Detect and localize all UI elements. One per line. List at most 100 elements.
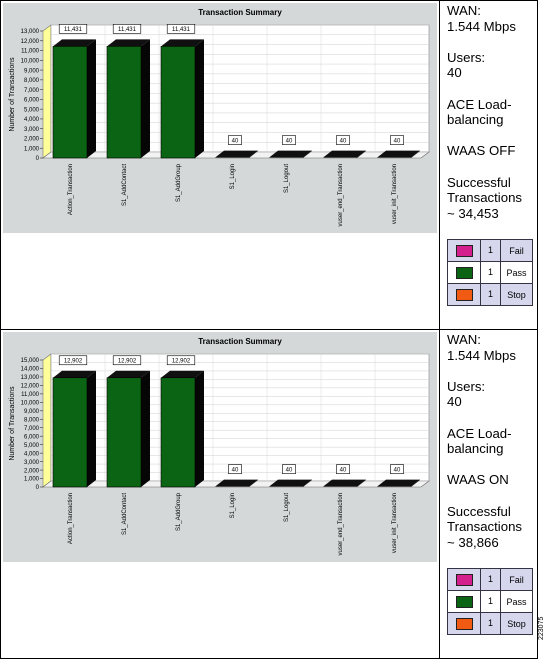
data-label: 40: [286, 467, 293, 473]
bar-top: [215, 150, 258, 158]
bar-side: [87, 370, 96, 487]
transaction-summary-chart-svg: Transaction Summary Number of Transaction…: [3, 332, 437, 562]
bar-side: [411, 150, 420, 158]
bar: [52, 46, 88, 159]
y-tick-label: 3,000: [24, 127, 40, 133]
fail-count: 1: [481, 569, 501, 590]
y-tick-label: 2,000: [24, 137, 40, 143]
y-tick-label: 6,000: [24, 434, 40, 440]
bar-top: [107, 370, 150, 378]
y-tick-label: 0: [36, 156, 40, 162]
chart-title: Transaction Summary: [198, 337, 282, 346]
bar-top: [107, 39, 150, 47]
y-tick-label: 13,000: [21, 29, 40, 35]
bar: [106, 46, 142, 159]
y-tick-label: 13,000: [21, 375, 40, 381]
category-label: vuser_end_Transaction: [338, 164, 344, 226]
transaction-chart: Transaction Summary Number of Transaction…: [3, 3, 437, 233]
waas-status: WAAS OFF: [447, 143, 516, 159]
bar-top: [215, 479, 258, 487]
category-label: S1_AddContact: [122, 164, 128, 206]
category-label: S1_Login: [230, 164, 236, 189]
transaction-summary-chart-svg: Transaction Summary Number of Transaction…: [3, 3, 437, 233]
data-label: 40: [232, 138, 239, 144]
successful-label-line2: Transactions: [447, 519, 523, 535]
data-label-box: [282, 464, 296, 474]
fail-label: Fail: [509, 574, 524, 585]
y-tick-label: 8,000: [24, 78, 40, 84]
category-label: vuser_init_Transaction: [392, 164, 398, 224]
bar-side: [87, 39, 96, 158]
pass-count: 1: [481, 591, 501, 612]
ace-text-line1: ACE Load-: [447, 96, 512, 112]
y-tick-label: 12,000: [21, 384, 40, 390]
figure-id-text: 223075: [538, 616, 545, 640]
data-label-box: [112, 355, 142, 366]
stop-count: 1: [481, 613, 501, 634]
data-label-box: [390, 464, 404, 474]
data-label: 40: [286, 138, 293, 144]
y-tick-label: 5,000: [24, 107, 40, 113]
fail-count: 1: [481, 240, 501, 261]
bar-top: [161, 39, 204, 47]
fail-swatch: [455, 244, 473, 257]
y-tick-label: 15,000: [21, 358, 40, 364]
data-label: 12,902: [118, 359, 137, 365]
category-label: S1_AddGroup: [176, 163, 182, 202]
category-label: S1_Logout: [284, 493, 290, 522]
chart-title: Transaction Summary: [198, 8, 282, 17]
category-label: vuser_end_Transaction: [338, 493, 344, 555]
data-label: 40: [340, 138, 347, 144]
wan-label: WAN:: [447, 332, 481, 347]
bar-top: [269, 479, 312, 487]
legend-row-stop: 1 Stop: [448, 612, 532, 634]
summary-row-waas-off: Transaction Summary Number of Transaction…: [0, 0, 538, 330]
bar-top: [323, 150, 366, 158]
y-tick-label: 14,000: [21, 367, 40, 373]
y-tick-label: 4,000: [24, 451, 40, 457]
y-tick-label: 3,000: [24, 460, 40, 466]
y-axis-label: Number of Transactions: [9, 57, 16, 132]
data-label-box: [390, 135, 404, 145]
category-label: S1_Login: [230, 493, 236, 518]
y-tick-label: 8,000: [24, 417, 40, 423]
legend-row-fail: 1 Fail: [448, 569, 532, 590]
y-tick-label: 0: [36, 485, 40, 491]
data-label: 12,902: [172, 359, 191, 365]
data-label: 40: [232, 467, 239, 473]
y-tick-label: 10,000: [21, 401, 40, 407]
bar-side: [303, 150, 312, 158]
bar-top: [377, 479, 420, 487]
data-label-box: [166, 24, 196, 34]
stop-label: Stop: [507, 618, 526, 629]
pass-label: Pass: [506, 267, 527, 278]
data-label-box: [282, 135, 296, 145]
wan-value: 1.544 Mbps: [447, 347, 516, 363]
bar-side: [141, 370, 150, 487]
summary-row-waas-on: Transaction Summary Number of Transaction…: [0, 329, 538, 659]
y-tick-label: 1,000: [24, 146, 40, 152]
data-label: 11,431: [172, 27, 191, 33]
bar-side: [141, 39, 150, 158]
stop-swatch: [455, 288, 473, 301]
bar-side: [357, 479, 366, 487]
bar: [52, 377, 88, 488]
bar-side: [411, 479, 420, 487]
y-tick-label: 2,000: [24, 468, 40, 474]
data-label: 40: [394, 467, 401, 473]
ace-text-line2: balancing: [447, 112, 504, 128]
status-legend: 1 Fail 1 Pass 1 Stop: [447, 239, 533, 306]
successful-count: ~ 34,453: [447, 205, 499, 221]
fail-swatch: [455, 573, 473, 586]
pass-swatch: [455, 595, 473, 608]
fail-label: Fail: [509, 245, 524, 256]
users-label: Users:: [447, 378, 486, 394]
legend-row-stop: 1 Stop: [448, 283, 532, 305]
stop-count: 1: [481, 284, 501, 305]
data-label-box: [58, 355, 88, 366]
legend-row-pass: 1 Pass: [448, 261, 532, 283]
data-label-box: [336, 464, 350, 474]
chart-left-wall: [42, 353, 52, 488]
data-label-box: [112, 24, 142, 34]
successful-label-line1: Successful: [447, 174, 511, 190]
